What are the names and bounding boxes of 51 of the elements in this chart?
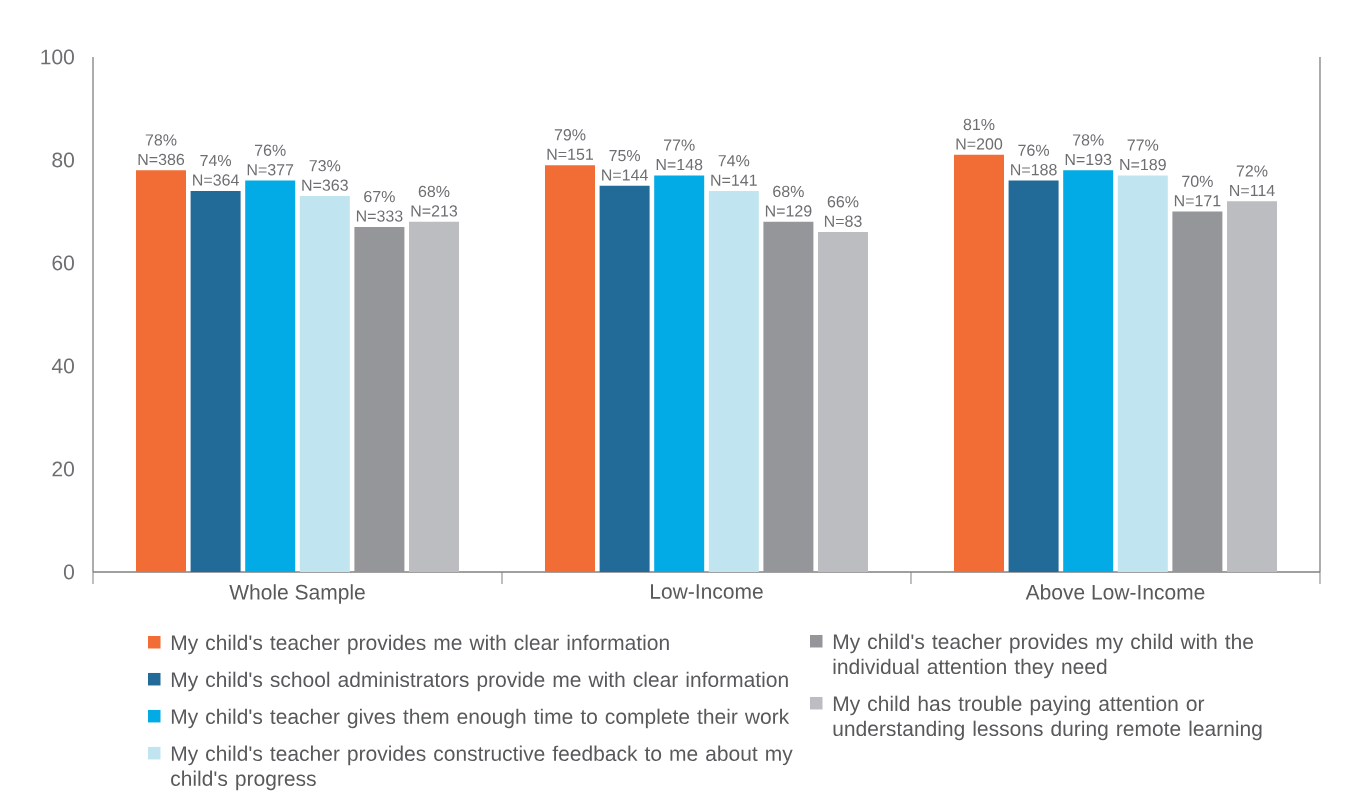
data-label: 72% N=114 (1230, 165, 1275, 196)
y-tick-label: 0 (63, 564, 74, 580)
bar (599, 185, 650, 572)
bar (708, 190, 759, 572)
bar (953, 154, 1004, 572)
data-label: 79% N=151 (547, 129, 593, 160)
bar (354, 226, 405, 572)
data-label: 78% N=386 (138, 134, 185, 166)
data-label: 77% N=148 (656, 139, 703, 171)
legend-label: My child has trouble paying attention or understanding lessons during remote learning (833, 695, 1262, 741)
legend-label: My child's school administrators provide me with clear information (171, 671, 788, 692)
bar (1226, 201, 1277, 572)
legend-label: My child's teacher provides me with clear information (171, 634, 669, 655)
data-label: 67% N=333 (356, 190, 403, 222)
bar (409, 221, 460, 572)
x-tick-label: Above Low-Income (1025, 584, 1205, 600)
x-tick-label: Whole Sample (229, 584, 365, 604)
data-label: 74% N=364 (193, 154, 239, 186)
bar (545, 165, 595, 572)
bar (763, 221, 814, 572)
data-label: 77% N=189 (1120, 139, 1166, 171)
bar (1172, 211, 1223, 572)
bar (190, 190, 241, 572)
data-label: 66% N=83 (824, 196, 862, 227)
legend-label: My child's teacher provides my child with the individual attention they need (833, 633, 1254, 679)
data-label: 70% N=171 (1174, 175, 1221, 207)
bar (136, 170, 187, 572)
y-tick-label: 20 (52, 461, 74, 477)
data-label: 68% N=129 (765, 185, 812, 217)
data-label: 81% N=200 (956, 118, 1003, 150)
bar (1063, 170, 1114, 572)
y-tick-label: 100 (41, 49, 74, 65)
y-tick-label: 40 (51, 358, 74, 374)
x-tick-label: Low-Income (651, 584, 763, 599)
legend-label: My child's teacher provides constructive feedback to me about my child's progress (171, 745, 793, 791)
bar (299, 196, 350, 572)
bar (818, 232, 868, 572)
data-label: 75% N=144 (602, 149, 648, 181)
bar (1008, 180, 1059, 572)
data-label: 78% N=193 (1065, 134, 1112, 166)
y-tick-label: 80 (52, 152, 74, 168)
bar (1117, 175, 1168, 572)
data-label: 68% N=213 (411, 185, 458, 217)
data-label: 73% N=363 (302, 160, 348, 191)
data-label: 76% N=188 (1011, 144, 1057, 176)
y-tick-label: 60 (52, 255, 74, 271)
bar (245, 180, 296, 572)
legend-label: My child's teacher gives them enough time to complete their work (171, 708, 790, 729)
data-label: 74% N=141 (711, 155, 757, 186)
bar (654, 175, 705, 572)
data-label: 76% N=377 (247, 144, 294, 176)
